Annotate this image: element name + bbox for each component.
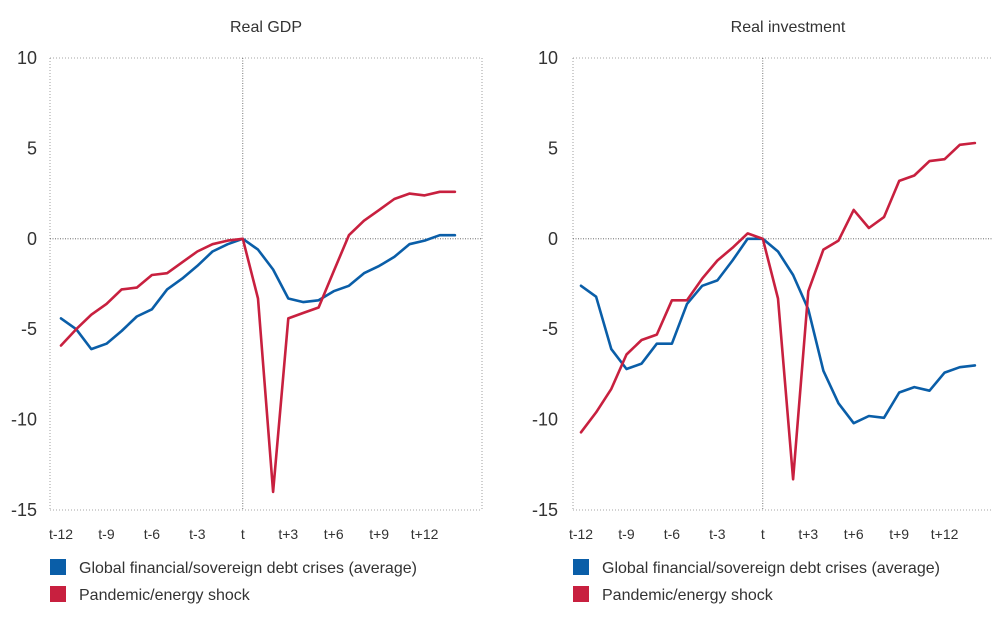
y-tick-label: 5 bbox=[27, 138, 37, 158]
y-tick-label: -5 bbox=[21, 319, 37, 339]
panel-2: Real investment 10 5 0 -5 -10 -15 t-12 t-9 t-6 t-3… bbox=[532, 19, 992, 604]
y-tick-label: 5 bbox=[548, 138, 558, 158]
x-tick-label: t bbox=[241, 526, 245, 542]
x-tick-label: t-6 bbox=[664, 526, 681, 542]
x-tick-label: t+12 bbox=[411, 526, 439, 542]
x-tick-label: t-9 bbox=[98, 526, 115, 542]
y-tick-label: -10 bbox=[11, 410, 37, 430]
panel-1: Real GDP 10 5 0 -5 -10 -15 t-12 t-9 t-6 t-3 t t+3 t+6… bbox=[11, 19, 483, 604]
x-tick-label: t+9 bbox=[889, 526, 909, 542]
legend-swatch bbox=[573, 586, 589, 602]
y-tick-label: -10 bbox=[532, 410, 558, 430]
y-tick-label: 10 bbox=[17, 48, 37, 68]
x-tick-label: t-3 bbox=[709, 526, 726, 542]
x-tick-label: t-6 bbox=[144, 526, 161, 542]
legend-label: Pandemic/energy shock bbox=[602, 587, 774, 604]
x-tick-label: t bbox=[761, 526, 765, 542]
x-tick-label: t+3 bbox=[798, 526, 818, 542]
y-tick-label: 0 bbox=[27, 229, 37, 249]
legend-label: Pandemic/energy shock bbox=[79, 587, 251, 604]
y-tick-label: -15 bbox=[532, 500, 558, 520]
chart-title: Real investment bbox=[731, 19, 846, 36]
series-line-crises bbox=[579, 237, 977, 425]
y-tick-label: 10 bbox=[538, 48, 558, 68]
x-tick-label: t+3 bbox=[278, 526, 298, 542]
legend-label: Global financial/sovereign debt crises (… bbox=[79, 560, 417, 577]
x-tick-label: t-3 bbox=[189, 526, 206, 542]
y-tick-label: -5 bbox=[542, 319, 558, 339]
legend-swatch bbox=[50, 559, 66, 575]
x-tick-label: t+9 bbox=[369, 526, 389, 542]
x-tick-label: t+12 bbox=[931, 526, 959, 542]
x-tick-label: t+6 bbox=[324, 526, 344, 542]
x-tick-label: t-12 bbox=[49, 526, 73, 542]
series-line-pandemic bbox=[59, 190, 457, 494]
chart-title: Real GDP bbox=[230, 19, 302, 36]
legend-label: Global financial/sovereign debt crises (… bbox=[602, 560, 940, 577]
series-line-crises bbox=[59, 233, 457, 351]
series-line-pandemic bbox=[579, 141, 977, 481]
x-tick-label: t+6 bbox=[844, 526, 864, 542]
y-tick-label: -15 bbox=[11, 500, 37, 520]
x-tick-label: t-9 bbox=[618, 526, 635, 542]
y-tick-label: 0 bbox=[548, 229, 558, 249]
legend-swatch bbox=[50, 586, 66, 602]
legend-swatch bbox=[573, 559, 589, 575]
x-tick-label: t-12 bbox=[569, 526, 593, 542]
